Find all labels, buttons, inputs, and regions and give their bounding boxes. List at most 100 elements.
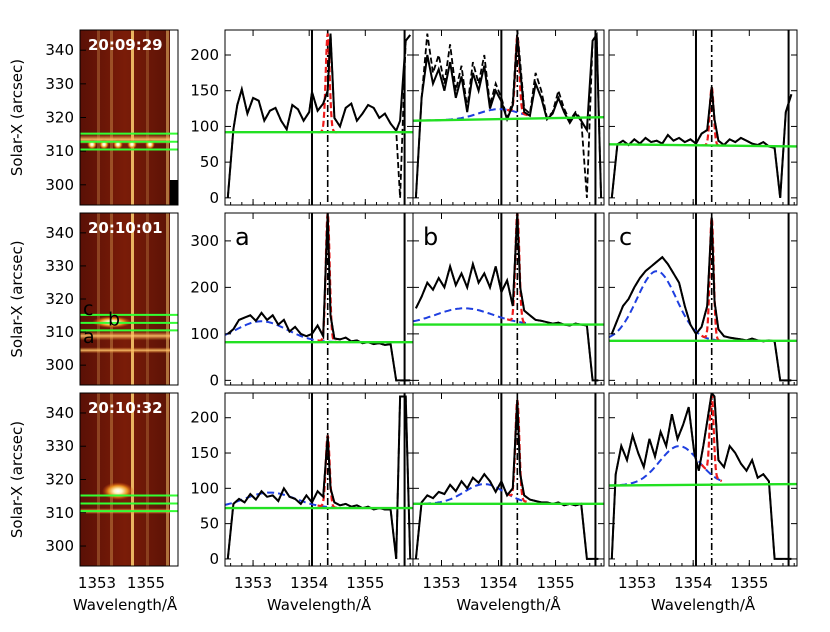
panel-frame (224, 29, 414, 206)
plot-area (226, 30, 411, 205)
spectral-line-streak (97, 393, 100, 566)
y-axis-label: Solar-X (arcsec) (8, 240, 26, 357)
panel-frame (412, 212, 605, 386)
spectrum-panel: 1353 1354 1355 Wavelength/Å 0 50 100 150 200 (190, 392, 414, 614)
fe-line-fit (700, 393, 723, 483)
image-background (80, 213, 170, 385)
y-tick-label: 330 (45, 437, 74, 455)
slit-image-panel: 20:09:29 340 330 320 310 300 Solar-X (arcsec) (8, 29, 179, 206)
y-tick-label: 0 (209, 371, 219, 389)
y-axis-label: Solar-X (arcsec) (8, 421, 26, 538)
plot-area (609, 213, 792, 385)
raw-profile-dashed (226, 395, 412, 560)
spectral-line-streak (131, 30, 134, 205)
image-background (80, 393, 170, 566)
slit-letter: b (108, 309, 120, 331)
y-tick-label: 200 (190, 278, 219, 296)
y-tick-label: 300 (45, 537, 74, 555)
y-tick-label: 310 (45, 142, 74, 160)
spectral-line-streak (166, 393, 169, 566)
spectrum-panel (608, 29, 798, 206)
x-tick-label: 1353 (78, 574, 116, 592)
spectrum-panel: 1353 1354 1355 Wavelength/Å (608, 392, 798, 614)
spectral-line-streak (131, 393, 134, 566)
plot-area (413, 213, 599, 385)
y-tick-label: 50 (200, 153, 219, 171)
spectral-line-streak (97, 213, 100, 385)
y-tick-label: 50 (200, 515, 219, 533)
panel-letter-label: a (235, 223, 250, 251)
x-tick-label: 1355 (346, 574, 384, 592)
y-tick-label: 320 (45, 109, 74, 127)
spectrum-panel: c (608, 212, 798, 386)
panel-frame (608, 212, 798, 386)
slit-letter: a (83, 326, 95, 348)
timestamp-label: 20:10:32 (88, 399, 163, 417)
x-tick-label: 1355 (536, 574, 574, 592)
x-tick-label: 1353 (422, 574, 460, 592)
observed-profile (415, 213, 599, 382)
spectrum-panel: b (412, 212, 605, 386)
panel-frame (224, 212, 414, 386)
y-tick-label: 300 (45, 356, 74, 374)
y-tick-label: 200 (190, 409, 219, 427)
y-tick-label: 200 (190, 46, 219, 64)
y-tick-label: 320 (45, 471, 74, 489)
y-tick-label: 100 (190, 479, 219, 497)
panel-frame (412, 392, 605, 567)
raw-profile-dashed (415, 213, 599, 382)
y-tick-label: 320 (45, 290, 74, 308)
x-tick-label: 1353 (234, 574, 272, 592)
y-tick-label: 0 (209, 189, 219, 207)
observed-profile (227, 213, 411, 382)
image-background (80, 30, 170, 205)
panel-frame (608, 392, 798, 567)
plot-area (413, 30, 603, 205)
y-tick-label: 340 (45, 41, 74, 59)
spectral-line-streak (166, 213, 169, 385)
observed-profile (414, 31, 603, 198)
spectrum-panel: 0 100 200 300 a (190, 212, 414, 389)
bright-knot (102, 482, 134, 501)
spectral-line-streak (110, 30, 113, 205)
spectral-line-streak (146, 393, 149, 566)
spectral-line-streak (166, 30, 169, 205)
spectral-line-streak (131, 213, 134, 385)
x-tick-label: 1354 (479, 574, 517, 592)
spectral-line-streak (110, 213, 113, 385)
observed-profile (414, 400, 599, 560)
fe-line-fit (506, 213, 528, 325)
bright-band (80, 134, 170, 145)
plot-area (225, 213, 411, 385)
x-tick-label: 1354 (674, 574, 712, 592)
background-level-line (608, 143, 798, 148)
y-tick-label: 150 (190, 444, 219, 462)
y-tick-label: 100 (190, 117, 219, 135)
observed-profile (610, 217, 792, 382)
plot-area (225, 393, 412, 566)
plot-area (413, 393, 599, 566)
background-level-line (608, 482, 798, 487)
gaussian-fit-line (413, 307, 527, 324)
x-tick-label: 1354 (290, 574, 328, 592)
plot-area (609, 393, 792, 566)
spectral-line-streak (146, 30, 149, 205)
y-tick-label: 150 (190, 82, 219, 100)
x-tick-label: 1355 (730, 574, 768, 592)
image-edge-shadow (170, 180, 178, 205)
x-axis-label: Wavelength/Å (651, 595, 756, 614)
x-axis-label: Wavelength/Å (456, 595, 561, 614)
y-tick-label: 300 (45, 176, 74, 194)
y-axis-label: Solar-X (arcsec) (8, 59, 26, 176)
panel-frame (608, 29, 798, 206)
bright-band (80, 331, 170, 341)
y-tick-label: 330 (45, 75, 74, 93)
y-tick-label: 340 (45, 224, 74, 242)
slit-letter: c (83, 298, 93, 320)
raw-profile-dashed (415, 400, 599, 560)
x-tick-label: 1355 (127, 574, 165, 592)
observed-profile (226, 33, 411, 198)
gaussian-fit-line (609, 270, 721, 342)
observed-profile (226, 395, 412, 560)
